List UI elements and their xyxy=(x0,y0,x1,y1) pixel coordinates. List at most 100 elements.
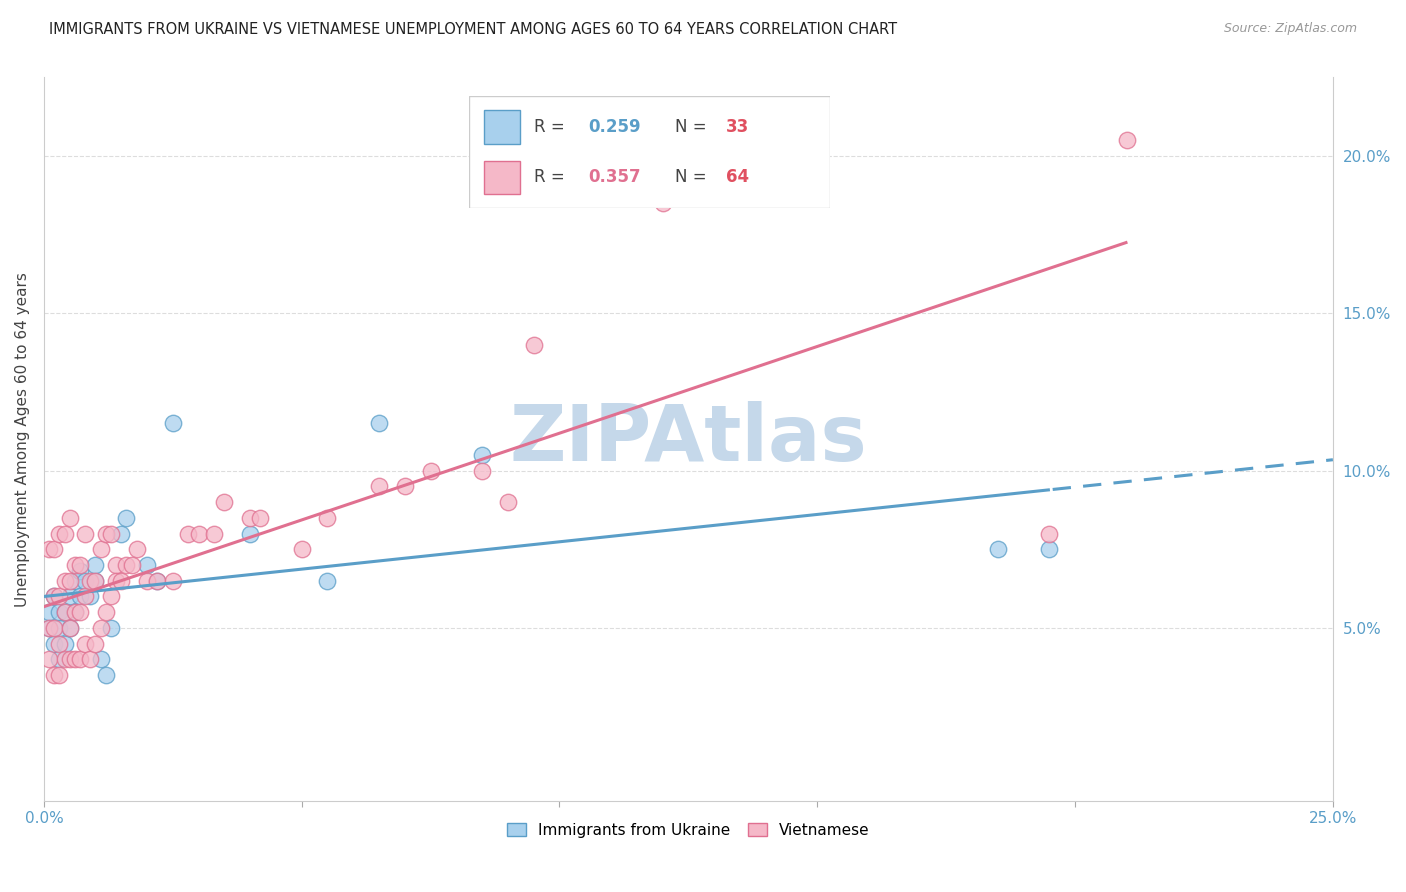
Point xyxy=(69,590,91,604)
Point xyxy=(115,510,138,524)
Point xyxy=(110,526,132,541)
Point xyxy=(48,668,70,682)
Point xyxy=(79,590,101,604)
Point xyxy=(59,621,82,635)
Point xyxy=(63,652,86,666)
Point xyxy=(100,590,122,604)
Point xyxy=(53,574,76,588)
Point xyxy=(987,542,1010,557)
Point xyxy=(136,558,159,572)
Point xyxy=(316,510,339,524)
Point xyxy=(368,417,391,431)
Point xyxy=(69,564,91,578)
Point xyxy=(53,652,76,666)
Point xyxy=(291,542,314,557)
Point xyxy=(48,590,70,604)
Point xyxy=(1115,133,1137,147)
Point xyxy=(69,558,91,572)
Text: IMMIGRANTS FROM UKRAINE VS VIETNAMESE UNEMPLOYMENT AMONG AGES 60 TO 64 YEARS COR: IMMIGRANTS FROM UKRAINE VS VIETNAMESE UN… xyxy=(49,22,897,37)
Point xyxy=(63,574,86,588)
Point xyxy=(90,542,112,557)
Point xyxy=(53,605,76,619)
Point xyxy=(63,558,86,572)
Point xyxy=(651,196,673,211)
Point xyxy=(471,464,494,478)
Point xyxy=(121,558,143,572)
Point xyxy=(100,621,122,635)
Point xyxy=(59,590,82,604)
Point xyxy=(44,621,66,635)
Legend: Immigrants from Ukraine, Vietnamese: Immigrants from Ukraine, Vietnamese xyxy=(501,816,876,844)
Point xyxy=(100,526,122,541)
Point xyxy=(84,558,107,572)
Point xyxy=(38,621,60,635)
Point xyxy=(523,338,546,352)
Point xyxy=(115,558,138,572)
Point xyxy=(59,510,82,524)
Point xyxy=(94,668,117,682)
Point xyxy=(69,652,91,666)
Point xyxy=(90,621,112,635)
Point xyxy=(125,542,148,557)
Point xyxy=(59,621,82,635)
Point xyxy=(419,464,441,478)
Point xyxy=(79,574,101,588)
Point xyxy=(38,652,60,666)
Point xyxy=(79,652,101,666)
Point xyxy=(162,574,184,588)
Y-axis label: Unemployment Among Ages 60 to 64 years: Unemployment Among Ages 60 to 64 years xyxy=(15,272,30,607)
Text: Source: ZipAtlas.com: Source: ZipAtlas.com xyxy=(1223,22,1357,36)
Point xyxy=(136,574,159,588)
Point xyxy=(496,495,519,509)
Point xyxy=(162,417,184,431)
Point xyxy=(239,510,262,524)
Point xyxy=(90,652,112,666)
Point xyxy=(146,574,169,588)
Point xyxy=(53,526,76,541)
Point xyxy=(38,621,60,635)
Point xyxy=(63,605,86,619)
Point xyxy=(84,637,107,651)
Point xyxy=(394,479,416,493)
Point xyxy=(38,542,60,557)
Point xyxy=(48,605,70,619)
Point xyxy=(146,574,169,588)
Point xyxy=(1038,526,1060,541)
Point xyxy=(316,574,339,588)
Point xyxy=(110,574,132,588)
Point xyxy=(48,621,70,635)
Point xyxy=(84,574,107,588)
Point xyxy=(53,637,76,651)
Point xyxy=(63,605,86,619)
Point xyxy=(75,590,97,604)
Point xyxy=(69,605,91,619)
Point xyxy=(48,652,70,666)
Point xyxy=(177,526,200,541)
Point xyxy=(1038,542,1060,557)
Point xyxy=(44,668,66,682)
Point xyxy=(75,637,97,651)
Point xyxy=(105,558,128,572)
Point xyxy=(44,590,66,604)
Point xyxy=(187,526,209,541)
Text: ZIPAtlas: ZIPAtlas xyxy=(509,401,868,477)
Point xyxy=(368,479,391,493)
Point xyxy=(59,574,82,588)
Point xyxy=(75,574,97,588)
Point xyxy=(105,574,128,588)
Point xyxy=(214,495,236,509)
Point xyxy=(94,526,117,541)
Point xyxy=(48,526,70,541)
Point xyxy=(75,526,97,541)
Point xyxy=(471,448,494,462)
Point xyxy=(44,542,66,557)
Point xyxy=(48,637,70,651)
Point xyxy=(239,526,262,541)
Point xyxy=(249,510,271,524)
Point xyxy=(44,590,66,604)
Point xyxy=(38,605,60,619)
Point xyxy=(59,652,82,666)
Point xyxy=(44,637,66,651)
Point xyxy=(53,605,76,619)
Point xyxy=(94,605,117,619)
